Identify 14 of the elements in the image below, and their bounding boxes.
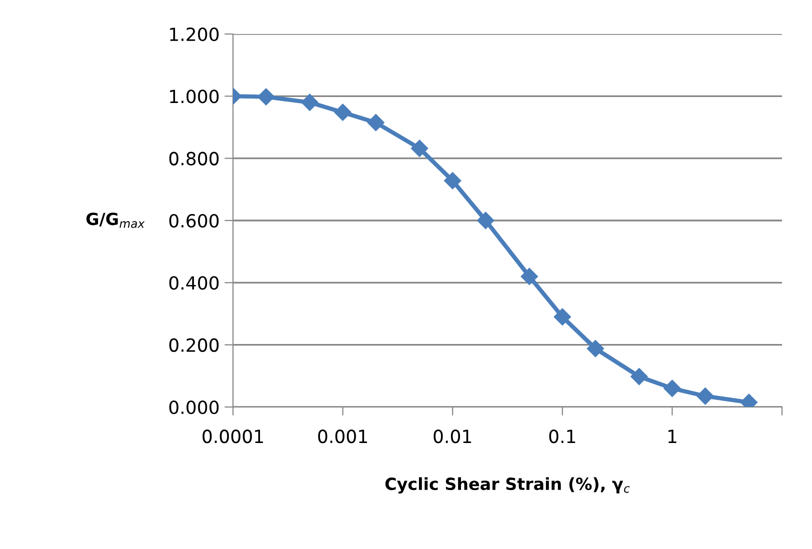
x-tick-label: 0.01 — [434, 430, 472, 444]
y-tick-label: 0.200 — [169, 338, 219, 352]
y-tick-label: 0.800 — [169, 152, 219, 166]
y-axis-title: G/G$_{max}$ — [86, 212, 145, 228]
y-tick-label: 1.000 — [170, 90, 219, 104]
x-tick-label: 1 — [668, 430, 676, 443]
x-tick-label: 0.0001 — [202, 430, 263, 444]
x-tick-label: 0.001 — [318, 430, 367, 444]
x-tick-label: 0.1 — [549, 430, 576, 444]
y-tick-label: 0.600 — [169, 214, 219, 228]
x-axis-title: Cyclic Shear Strain (%), γ$_{c}$ — [385, 477, 630, 494]
y-tick-label: 0.400 — [169, 276, 219, 290]
y-tick-label: 1.200 — [170, 27, 219, 42]
y-tick-label: 0.000 — [169, 400, 219, 414]
